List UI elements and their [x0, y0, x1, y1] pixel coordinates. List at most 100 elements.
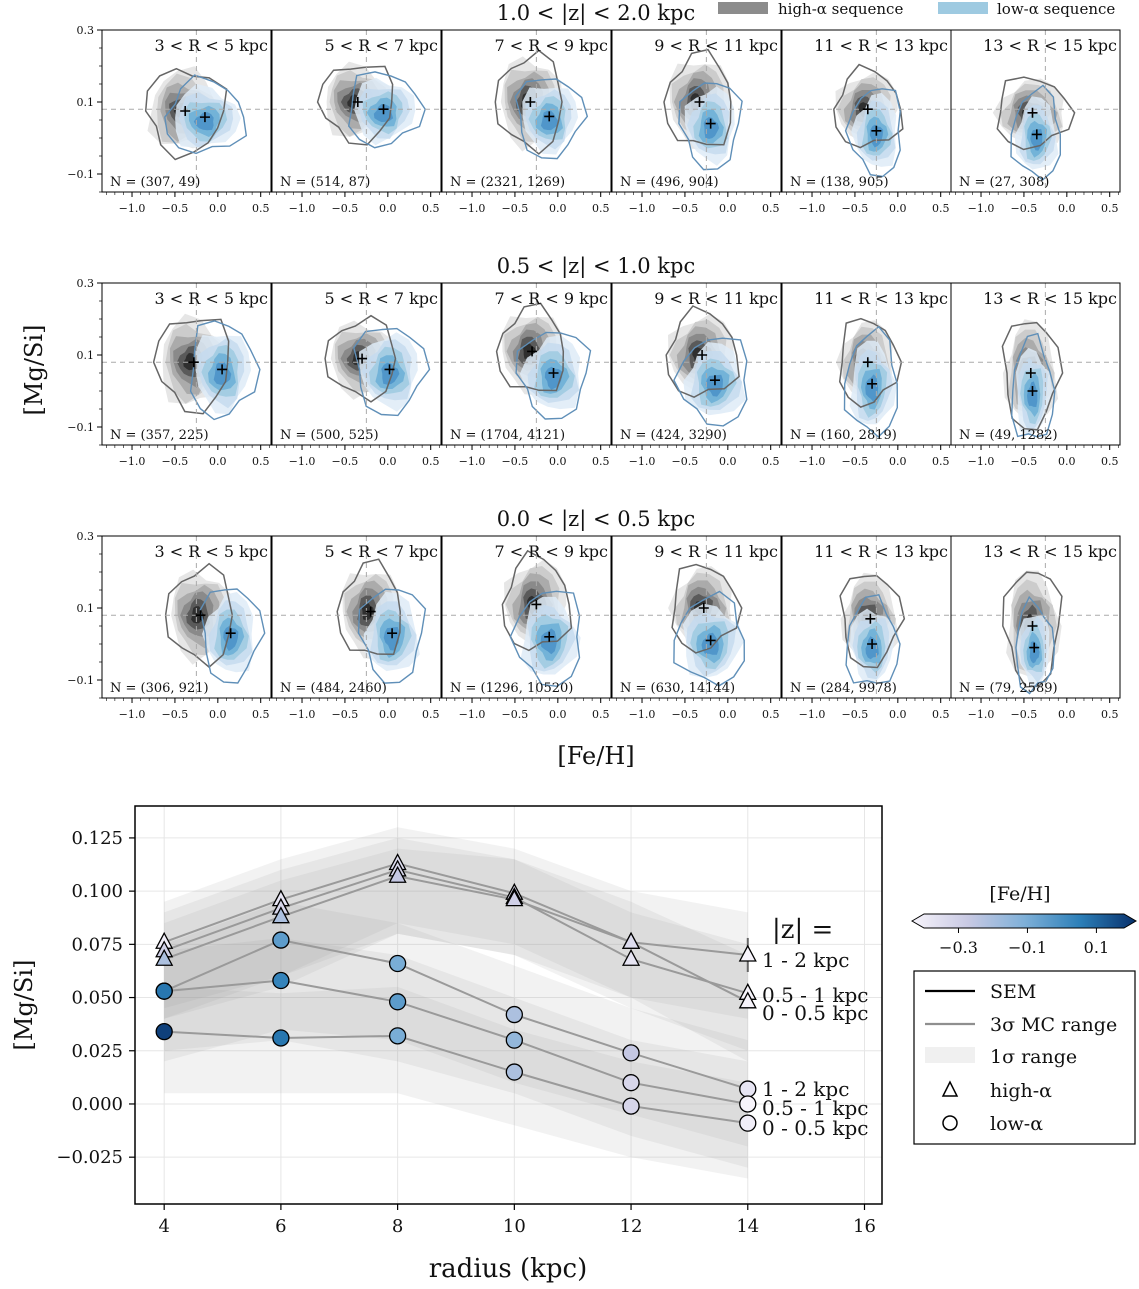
x-tick-label: −1.0	[799, 455, 826, 468]
y-tick-label: 0.1	[77, 96, 95, 109]
high-alpha-cross	[1027, 621, 1038, 631]
low-alpha-outline	[844, 88, 901, 178]
series-line	[163, 875, 749, 1003]
low-alpha-cross	[544, 631, 555, 642]
high-alpha-outline	[324, 314, 397, 403]
colorbar-tick-label: −0.1	[1008, 938, 1047, 957]
panel-count: N = (424, 3290)	[620, 428, 727, 443]
high-alpha-outline	[996, 76, 1076, 151]
low-alpha-contour	[223, 626, 239, 651]
panel-content	[272, 536, 441, 698]
x-tick-label: −0.5	[332, 202, 359, 215]
x-tick-label: −0.5	[842, 708, 869, 721]
low-alpha-cross	[384, 364, 395, 375]
high-alpha-cross	[357, 353, 368, 364]
panel-count: N = (49, 1282)	[959, 428, 1058, 443]
x-tick-label: 0.5	[762, 202, 780, 215]
x-tick-label: −0.5	[842, 202, 869, 215]
y-tick-label: 0.3	[77, 277, 95, 290]
panel-title: 13 < R < 15 kpc	[983, 289, 1117, 308]
x-tick-label: −0.5	[502, 202, 529, 215]
range-band	[164, 986, 748, 1179]
kde-panel: 3 < R < 5 kpc N = (307, 49) −1.0 −0.5 0.0 0.5	[101, 29, 272, 215]
low-alpha-cross	[225, 628, 236, 639]
x-tick-label: −1.0	[629, 708, 656, 721]
x-tick-label: 16	[853, 1216, 876, 1237]
panel-title: 11 < R < 13 kpc	[814, 36, 948, 55]
panel-title: 5 < R < 7 kpc	[324, 289, 438, 308]
x-tick-label: −1.0	[459, 708, 486, 721]
low-alpha-marker	[272, 931, 290, 949]
x-tick-label: 0.5	[762, 455, 780, 468]
panel-content	[442, 283, 611, 445]
x-tick-label: 0.5	[932, 202, 950, 215]
legend-high-alpha-label: high-α sequence	[778, 0, 903, 18]
bottom-legend: SEM 3σ MC range 1σ range high-α low-α	[913, 970, 1136, 1145]
x-tick-label: 0.0	[209, 455, 227, 468]
low-alpha-outline	[515, 331, 592, 420]
panel-title: 11 < R < 13 kpc	[814, 289, 948, 308]
x-tick-label: 0.0	[1058, 708, 1076, 721]
colorbar-label: [Fe/H]	[989, 883, 1050, 905]
low-alpha-marker	[388, 954, 407, 973]
panel-content	[442, 30, 611, 192]
panel-content	[102, 30, 271, 192]
panel-content	[612, 283, 781, 445]
x-tick-label: 0.5	[1101, 708, 1119, 721]
x-tick-label: 8	[392, 1216, 403, 1237]
chart-frame	[134, 805, 883, 1205]
kde-panel: 13 < R < 15 kpc N = (49, 1282) −1.0 −0.5 0.0…	[950, 282, 1121, 468]
x-tick-label: −0.5	[1011, 708, 1038, 721]
high-alpha-cross	[525, 97, 536, 107]
low-alpha-marker	[388, 1027, 407, 1045]
panel-content	[102, 536, 271, 698]
panel-frame	[441, 535, 612, 699]
y-tick-label: 0.075	[71, 934, 123, 955]
panel-content	[272, 283, 441, 445]
panel-count: N = (357, 225)	[110, 428, 209, 443]
x-tick-label: −1.0	[289, 455, 316, 468]
high-alpha-marker	[621, 948, 641, 966]
low-alpha-marker	[739, 1114, 757, 1132]
x-tick-label: −0.5	[842, 455, 869, 468]
high-alpha-outline	[671, 563, 743, 654]
panel-content	[782, 536, 951, 698]
kde-panel: 5 < R < 7 kpc N = (484, 2460) −1.0 −0.5 0.0 0…	[271, 535, 442, 721]
panel-frame	[611, 282, 782, 446]
high-alpha-outline	[665, 305, 740, 399]
low-alpha-marker	[622, 1074, 640, 1092]
low-alpha-contour	[381, 362, 400, 385]
high-alpha-cross	[188, 357, 199, 368]
x-tick-label: 0.0	[209, 708, 227, 721]
panel-frame	[611, 535, 782, 699]
x-tick-label: 0.0	[379, 202, 397, 215]
high-alpha-cross	[694, 97, 705, 107]
panel-content	[272, 30, 441, 192]
y-tick-label: 0.3	[77, 530, 95, 543]
high-alpha-outline	[839, 574, 906, 669]
panel-title: 3 < R < 5 kpc	[154, 542, 268, 561]
x-tick-label: −0.5	[502, 455, 529, 468]
low-alpha-outline	[678, 82, 743, 171]
x-tick-label: 0.5	[422, 455, 440, 468]
high-alpha-cross	[697, 350, 708, 360]
panel-count: N = (1704, 4121)	[450, 428, 565, 443]
low-alpha-cross	[199, 112, 210, 123]
low-alpha-outline	[843, 325, 899, 438]
panel-frame	[271, 29, 442, 193]
panel-count: N = (138, 905)	[790, 175, 889, 190]
low-alpha-cross	[1031, 129, 1042, 140]
colorbar: [Fe/H] −0.3 −0.1 0.1	[911, 883, 1137, 957]
x-tick-label: −0.5	[1011, 202, 1038, 215]
panel-frame	[271, 282, 442, 446]
x-tick-label: 0.5	[762, 708, 780, 721]
x-tick-label: 0.0	[1058, 202, 1076, 215]
high-alpha-cross	[365, 606, 376, 617]
y-tick-label: −0.1	[67, 168, 94, 181]
colorbar-bar	[911, 913, 1137, 929]
kde-panel: 7 < R < 9 kpc N = (1296, 10520) −1.0 −0.5 0.…	[441, 535, 612, 721]
panel-count: N = (514, 87)	[280, 175, 370, 190]
low-alpha-marker	[388, 993, 407, 1011]
bottom-xlabel: radius (kpc)	[429, 1254, 588, 1284]
